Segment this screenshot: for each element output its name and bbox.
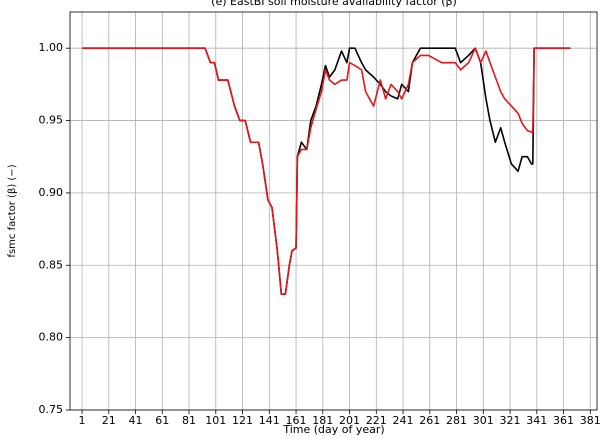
y-tick-label: 0.75 bbox=[39, 403, 64, 416]
x-tick-label: 181 bbox=[312, 414, 333, 427]
x-tick-label: 321 bbox=[500, 414, 521, 427]
x-tick-label: 201 bbox=[339, 414, 360, 427]
x-tick-label: 21 bbox=[102, 414, 116, 427]
x-tick-label: 121 bbox=[232, 414, 253, 427]
x-axis-label: Time (day of year) bbox=[282, 423, 384, 436]
y-tick-label: 0.80 bbox=[39, 331, 64, 344]
x-tick-label: 161 bbox=[286, 414, 307, 427]
x-tick-label: 381 bbox=[580, 414, 601, 427]
x-tick-label: 41 bbox=[129, 414, 143, 427]
y-axis-label: fsmc factor (β) (−) bbox=[7, 164, 18, 257]
x-tick-label: 1 bbox=[79, 414, 86, 427]
series-line bbox=[82, 47, 571, 296]
series-line bbox=[82, 47, 571, 296]
x-tick-label: 261 bbox=[419, 414, 440, 427]
x-tick-label: 281 bbox=[446, 414, 467, 427]
x-tick-label: 301 bbox=[473, 414, 494, 427]
y-tick-label: 0.95 bbox=[39, 114, 64, 127]
x-tick-label: 61 bbox=[155, 414, 169, 427]
x-tick-label: 361 bbox=[553, 414, 574, 427]
y-tick-label: 1.00 bbox=[39, 41, 64, 54]
y-tick-label: 0.90 bbox=[39, 186, 64, 199]
x-tick-label: 341 bbox=[526, 414, 547, 427]
x-tick-label: 81 bbox=[182, 414, 196, 427]
chart-title: (e) EastBI soil moisture availability fa… bbox=[211, 0, 457, 8]
x-tick-label: 241 bbox=[393, 414, 414, 427]
x-tick-label: 141 bbox=[259, 414, 280, 427]
x-tick-label: 221 bbox=[366, 414, 387, 427]
y-tick-label: 0.85 bbox=[39, 258, 64, 271]
plot-frame bbox=[69, 11, 598, 411]
x-tick-label: 101 bbox=[205, 414, 226, 427]
